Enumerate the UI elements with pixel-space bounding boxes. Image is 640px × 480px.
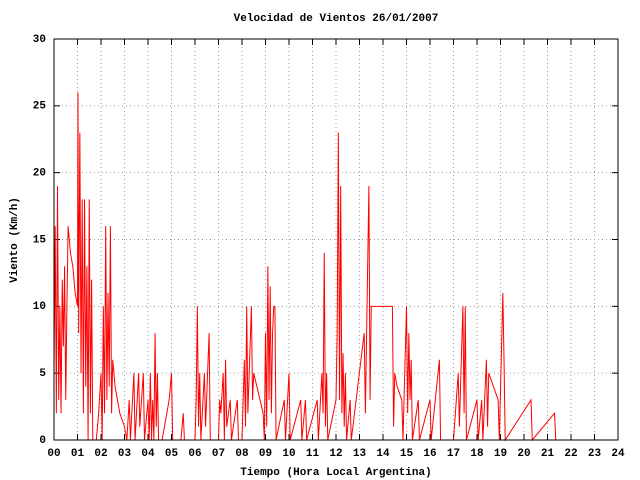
x-tick-label: 11 bbox=[306, 448, 320, 460]
x-tick-label: 02 bbox=[94, 448, 107, 460]
y-tick-label: 0 bbox=[39, 435, 46, 447]
x-tick-label: 19 bbox=[494, 448, 507, 460]
x-tick-label: 16 bbox=[423, 448, 436, 460]
x-tick-label: 00 bbox=[47, 448, 60, 460]
x-tick-label: 20 bbox=[517, 448, 530, 460]
x-tick-label: 15 bbox=[400, 448, 414, 460]
x-tick-label: 21 bbox=[541, 448, 555, 460]
x-tick-label: 06 bbox=[188, 448, 201, 460]
plot-frame bbox=[53, 38, 619, 441]
x-tick-label: 18 bbox=[470, 448, 484, 460]
y-tick-label: 25 bbox=[33, 101, 47, 113]
y-tick-label: 10 bbox=[33, 301, 46, 313]
x-axis-label: Tiempo (Hora Local Argentina) bbox=[240, 467, 431, 479]
x-tick-label: 08 bbox=[235, 448, 249, 460]
y-axis-label: Viento (Km/h) bbox=[9, 197, 21, 283]
x-tick-label: 10 bbox=[282, 448, 295, 460]
y-tick-label: 30 bbox=[33, 34, 46, 46]
x-tick-label: 07 bbox=[212, 448, 225, 460]
x-tick-label: 22 bbox=[564, 448, 577, 460]
x-tick-label: 01 bbox=[71, 448, 85, 460]
x-tick-label: 09 bbox=[259, 448, 272, 460]
x-tick-label: 23 bbox=[588, 448, 602, 460]
x-tick-label: 05 bbox=[165, 448, 179, 460]
x-tick-label: 03 bbox=[118, 448, 132, 460]
x-tick-label: 04 bbox=[141, 448, 155, 460]
y-tick-label: 20 bbox=[33, 168, 46, 180]
x-tick-label: 12 bbox=[329, 448, 342, 460]
x-tick-label: 17 bbox=[447, 448, 460, 460]
x-tick-label: 13 bbox=[353, 448, 367, 460]
x-tick-label: 14 bbox=[376, 448, 390, 460]
y-tick-label: 15 bbox=[33, 234, 47, 246]
chart-title: Velocidad de Vientos 26/01/2007 bbox=[234, 13, 439, 25]
y-tick-label: 5 bbox=[39, 368, 46, 380]
x-tick-label: 24 bbox=[611, 448, 625, 460]
